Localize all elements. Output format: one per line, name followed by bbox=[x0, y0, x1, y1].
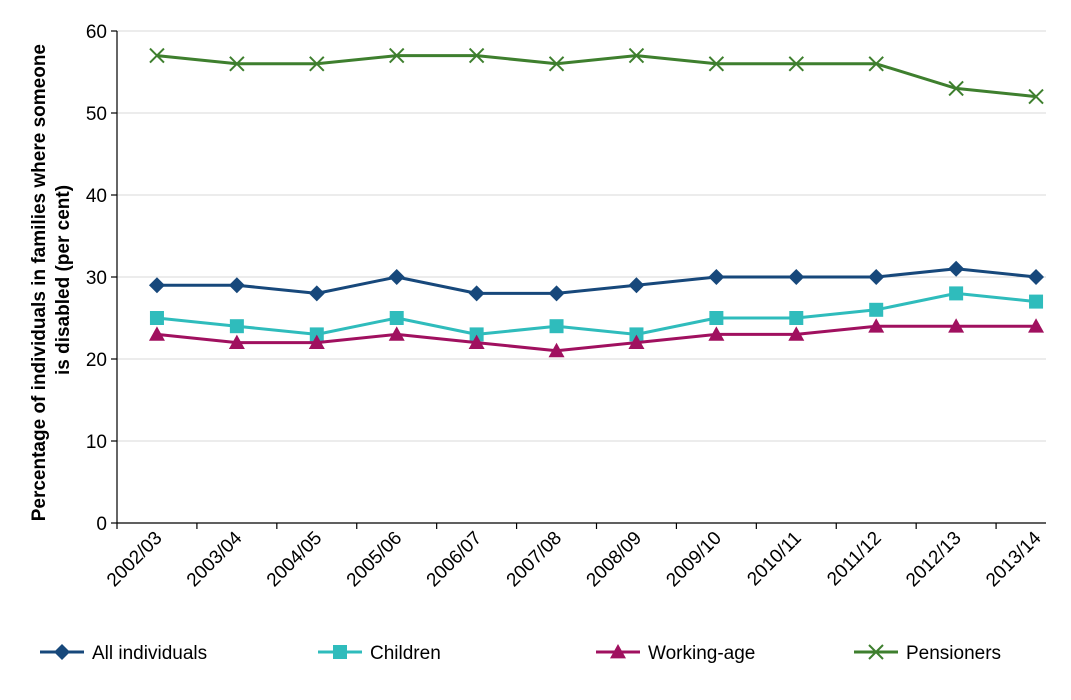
data-point-pensioners bbox=[868, 56, 884, 72]
data-point-children bbox=[549, 319, 564, 334]
data-point-all-individuals bbox=[868, 269, 885, 285]
y-tick-label: 60 bbox=[86, 22, 107, 43]
x-tick-label: 2003/04 bbox=[183, 527, 247, 591]
data-point-children bbox=[309, 327, 324, 342]
data-point-children bbox=[869, 302, 884, 317]
data-point-children bbox=[949, 286, 964, 301]
legend-item-all-individuals: All individuals bbox=[40, 643, 207, 664]
series-children bbox=[149, 286, 1044, 342]
data-point-working-age bbox=[1028, 318, 1045, 333]
legend-marker bbox=[333, 645, 347, 659]
x-tick-label: 2005/06 bbox=[343, 528, 406, 591]
legend-marker bbox=[610, 644, 626, 659]
x-tick-label: 2006/07 bbox=[423, 528, 486, 591]
data-point-pensioners bbox=[948, 80, 964, 97]
series-line-all-individuals bbox=[156, 267, 1037, 295]
data-point-children bbox=[149, 311, 164, 325]
series-group bbox=[148, 47, 1045, 358]
data-point-working-age bbox=[628, 334, 645, 349]
data-point-children bbox=[469, 327, 484, 342]
legend-label: Working-age bbox=[648, 643, 755, 664]
series-working-age bbox=[148, 318, 1045, 358]
data-point-working-age bbox=[708, 326, 725, 341]
data-point-all-individuals bbox=[388, 269, 405, 285]
data-point-pensioners bbox=[548, 56, 565, 72]
x-tick-label: 2008/09 bbox=[583, 528, 646, 591]
data-point-working-age bbox=[228, 334, 245, 349]
y-tick-label: 40 bbox=[86, 186, 107, 207]
x-tick-label: 2011/12 bbox=[823, 528, 885, 590]
data-point-pensioners bbox=[708, 56, 725, 72]
x-tick-label: 2013/14 bbox=[982, 527, 1046, 591]
legend-marker bbox=[54, 644, 70, 660]
legend: All individuals Children Working-age Pensio… bbox=[40, 643, 1001, 664]
data-point-all-individuals bbox=[548, 285, 565, 302]
series-line-working-age bbox=[156, 324, 1037, 353]
data-point-all-individuals bbox=[468, 285, 485, 302]
data-point-all-individuals bbox=[308, 285, 325, 302]
y-axis-label: Percentage of individuals in families wh… bbox=[29, 39, 74, 522]
y-axis-label-line-2: is disabled (per cent) bbox=[53, 185, 74, 375]
data-point-children bbox=[709, 311, 724, 325]
series-line-children bbox=[156, 291, 1037, 336]
y-tick-label: 0 bbox=[96, 514, 107, 535]
data-point-pensioners bbox=[149, 47, 165, 64]
data-point-all-individuals bbox=[628, 277, 645, 294]
data-point-children bbox=[1029, 294, 1044, 309]
data-point-working-age bbox=[788, 326, 805, 341]
data-point-working-age bbox=[468, 334, 485, 349]
data-point-pensioners bbox=[309, 56, 325, 72]
x-axis-ticks: 2002/03 2003/04 2004/05 2005/06 2006/07 2007/… bbox=[103, 523, 1046, 591]
data-point-children bbox=[789, 311, 804, 325]
y-tick-label: 20 bbox=[86, 350, 107, 371]
legend-item-pensioners: Pensioners bbox=[854, 643, 1001, 664]
data-point-children bbox=[229, 319, 244, 334]
data-point-pensioners bbox=[788, 56, 804, 72]
legend-label: Pensioners bbox=[906, 643, 1001, 664]
series-line-pensioners bbox=[156, 54, 1037, 99]
legend-item-working-age: Working-age bbox=[596, 643, 755, 664]
data-point-all-individuals bbox=[228, 277, 245, 294]
y-tick-label: 30 bbox=[86, 268, 107, 289]
series-all-individuals bbox=[148, 260, 1045, 302]
y-axis-ticks: 0 10 20 30 40 50 60 bbox=[86, 22, 117, 535]
data-point-pensioners bbox=[1028, 88, 1044, 105]
legend-item-children: Children bbox=[318, 643, 441, 664]
data-point-working-age bbox=[388, 326, 405, 341]
data-point-all-individuals bbox=[788, 269, 805, 285]
y-axis-label-line-1: Percentage of individuals in families wh… bbox=[29, 44, 50, 521]
data-point-children bbox=[629, 327, 644, 342]
x-tick-label: 2007/08 bbox=[503, 528, 566, 591]
data-point-working-age bbox=[308, 334, 325, 349]
data-point-working-age bbox=[948, 318, 965, 333]
data-point-all-individuals bbox=[1028, 269, 1045, 285]
data-point-all-individuals bbox=[948, 260, 965, 277]
data-point-working-age bbox=[148, 326, 165, 341]
x-tick-label: 2009/10 bbox=[662, 528, 725, 591]
legend-marker bbox=[868, 644, 884, 660]
x-tick-label: 2002/03 bbox=[103, 528, 166, 591]
data-point-all-individuals bbox=[708, 269, 725, 285]
data-point-pensioners bbox=[389, 47, 405, 64]
y-tick-label: 50 bbox=[86, 104, 107, 125]
data-point-working-age bbox=[548, 342, 565, 358]
x-tick-label: 2004/05 bbox=[263, 528, 326, 591]
data-point-pensioners bbox=[468, 47, 485, 64]
data-point-children bbox=[389, 311, 404, 325]
data-point-working-age bbox=[868, 318, 885, 333]
data-point-pensioners bbox=[229, 56, 245, 72]
x-tick-label: 2012/13 bbox=[902, 528, 965, 591]
y-tick-label: 10 bbox=[86, 432, 107, 453]
series-pensioners bbox=[149, 47, 1044, 105]
x-tick-label: 2010/11 bbox=[743, 528, 805, 590]
legend-label: Children bbox=[370, 643, 441, 664]
gridlines bbox=[117, 30, 1046, 442]
data-point-all-individuals bbox=[148, 277, 165, 294]
data-point-pensioners bbox=[628, 47, 645, 64]
legend-label: All individuals bbox=[92, 643, 207, 664]
